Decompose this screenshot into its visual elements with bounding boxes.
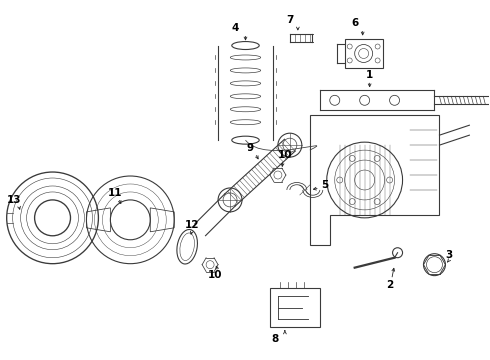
Text: 5: 5 <box>321 180 328 190</box>
Text: 10: 10 <box>278 150 292 160</box>
Bar <box>345 39 383 68</box>
Text: 6: 6 <box>351 18 358 28</box>
Text: 7: 7 <box>286 15 294 24</box>
Text: 1: 1 <box>366 71 373 80</box>
Text: 2: 2 <box>386 280 393 289</box>
Text: 4: 4 <box>232 23 239 33</box>
Text: 9: 9 <box>246 143 253 153</box>
Bar <box>270 288 320 328</box>
Text: 3: 3 <box>446 250 453 260</box>
Text: 13: 13 <box>6 195 21 205</box>
Text: 8: 8 <box>271 334 278 345</box>
Text: 12: 12 <box>185 220 199 230</box>
Text: 10: 10 <box>208 270 222 280</box>
Text: 11: 11 <box>108 188 122 198</box>
